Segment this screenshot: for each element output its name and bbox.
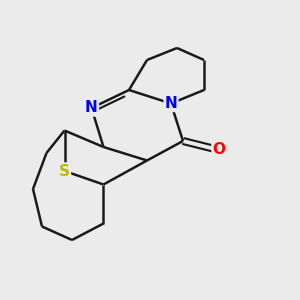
- Text: O: O: [212, 142, 226, 158]
- Text: N: N: [165, 96, 177, 111]
- Text: S: S: [59, 164, 70, 178]
- Text: N: N: [85, 100, 98, 116]
